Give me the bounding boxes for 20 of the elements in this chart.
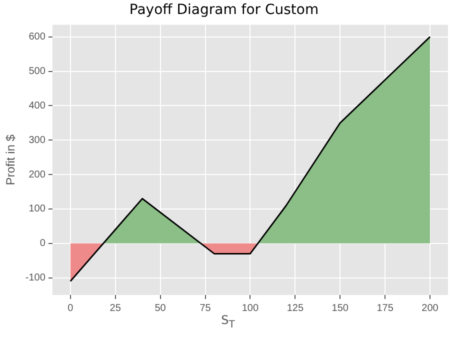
x-tick-label: 75 xyxy=(200,302,212,314)
x-tick-label: 175 xyxy=(376,302,394,314)
x-tick-label: 25 xyxy=(110,302,122,314)
chart-title: Payoff Diagram for Custom xyxy=(129,2,319,18)
x-tick-label: 0 xyxy=(68,302,74,314)
x-tick-label: 150 xyxy=(332,302,349,314)
y-tick-label: 200 xyxy=(28,169,46,180)
x-tick-label: 50 xyxy=(154,302,166,314)
y-tick-label: -100 xyxy=(25,272,46,284)
y-tick-label: 300 xyxy=(28,134,46,146)
y-tick-label: 600 xyxy=(28,32,46,43)
x-tick-label: 100 xyxy=(242,302,259,314)
y-tick-label: 500 xyxy=(28,66,46,78)
y-axis-title: Profit in $ xyxy=(4,134,18,186)
y-tick-label: 0 xyxy=(40,238,46,250)
x-axis-title: S$_{T}$ xyxy=(220,313,236,330)
x-tick-label: 125 xyxy=(286,302,304,314)
y-tick-label: 400 xyxy=(28,100,46,112)
x-tick-label: 200 xyxy=(422,302,439,314)
y-tick-label: 100 xyxy=(28,204,46,215)
